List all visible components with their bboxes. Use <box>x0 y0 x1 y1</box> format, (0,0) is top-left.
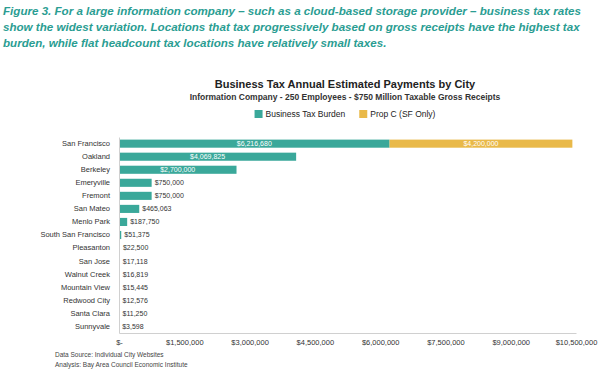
x-tick: $7,500,000 <box>427 333 465 347</box>
y-tick-label: Redwood City <box>63 296 110 305</box>
y-axis: San Francisco Oakland Berkeley Emeryville Fr… <box>40 138 119 334</box>
data-label: $4,200,000 <box>463 140 498 147</box>
bar <box>119 166 237 174</box>
data-label: $17,118 <box>123 258 148 265</box>
y-tick-label: San Francisco <box>62 139 110 148</box>
bars <box>119 140 572 331</box>
x-axis-line <box>120 333 577 334</box>
x-tick: $4,500,000 <box>297 333 335 347</box>
x-tick: $6,000,000 <box>362 333 400 347</box>
x-tick-label: $4,500,000 <box>297 338 335 347</box>
y-tick-label: South San Francisco <box>40 230 110 239</box>
x-tick-label: $3,000,000 <box>231 338 269 347</box>
data-label: $2,700,000 <box>160 166 195 173</box>
data-label: $750,000 <box>155 192 184 199</box>
y-tick: South San Francisco <box>40 230 119 239</box>
legend-label: Business Tax Burden <box>266 109 346 119</box>
x-tick-label: $6,000,000 <box>362 338 400 347</box>
data-label: $750,000 <box>155 179 184 186</box>
legend-swatch <box>359 110 367 118</box>
chart-title: Business Tax Annual Estimated Payments b… <box>215 78 476 90</box>
data-label: $22,500 <box>123 244 148 251</box>
x-tick-label: $9,000,000 <box>492 338 530 347</box>
data-label: $15,445 <box>123 284 148 291</box>
legend: Business Tax Burden Prop C (SF Only) <box>255 109 436 119</box>
data-label: $51,375 <box>124 231 149 238</box>
x-tick: $1,500,000 <box>166 333 204 347</box>
x-tick: $3,000,000 <box>231 333 269 347</box>
y-tick-label: San Jose <box>79 256 110 265</box>
y-tick: Pleasanton <box>72 243 119 252</box>
y-tick: Menlo Park <box>72 217 119 226</box>
data-label: $187,750 <box>130 218 159 225</box>
plot: $6,216,680 $4,200,000 $4,069,825 $2,700,000… <box>40 138 597 348</box>
chart-subtitle: Information Company - 250 Employees - $7… <box>190 92 501 102</box>
legend-label: Prop C (SF Only) <box>370 109 435 119</box>
y-tick: San Mateo <box>74 204 119 213</box>
y-tick-label: Fremont <box>82 191 111 200</box>
data-label: $465,063 <box>142 205 171 212</box>
data-label: $11,250 <box>122 310 147 317</box>
y-tick: San Jose <box>79 256 119 265</box>
y-tick-label: Menlo Park <box>72 217 110 226</box>
x-tick-label: $10,500,000 <box>556 338 598 347</box>
y-tick: Emeryville <box>75 178 119 187</box>
y-tick-label: Mountain View <box>61 283 111 292</box>
x-tick: $9,000,000 <box>492 333 530 347</box>
x-tick-label: $7,500,000 <box>427 338 465 347</box>
y-tick-label: Berkeley <box>81 165 110 174</box>
y-tick-label: Emeryville <box>75 178 110 187</box>
bar <box>119 192 152 200</box>
y-tick: Redwood City <box>63 296 119 305</box>
data-label: $16,819 <box>123 271 148 278</box>
y-tick: Berkeley <box>81 165 119 174</box>
x-tick-label: $1,500,000 <box>166 338 204 347</box>
data-labels: $6,216,680 $4,200,000 $4,069,825 $2,700,000… <box>122 140 498 330</box>
bar <box>119 140 390 148</box>
source-note: Analysis: Bay Area Council Economic Inst… <box>55 361 188 369</box>
y-tick: Oakland <box>82 152 119 161</box>
y-tick: Sunnyvale <box>75 322 119 331</box>
legend-item: Prop C (SF Only) <box>359 109 435 119</box>
chart-svg: Business Tax Annual Estimated Payments b… <box>0 0 600 378</box>
x-tick-label: $- <box>116 338 123 347</box>
data-label: $3,598 <box>122 323 144 330</box>
bar <box>390 140 573 148</box>
y-tick: Mountain View <box>61 283 119 292</box>
data-label: $12,576 <box>123 297 148 304</box>
y-tick-label: Oakland <box>82 152 110 161</box>
legend-swatch <box>255 110 263 118</box>
x-tick: $- <box>116 333 123 347</box>
bar <box>119 153 296 161</box>
bar <box>119 205 139 213</box>
bar <box>119 218 127 226</box>
y-tick: Fremont <box>82 191 119 200</box>
caption: Figure 3. For a large information compan… <box>3 3 597 51</box>
y-tick-label: Sunnyvale <box>75 322 110 331</box>
chart-container: Business Tax Annual Estimated Payments b… <box>0 0 600 378</box>
bar <box>119 179 152 187</box>
data-label: $4,069,825 <box>190 153 225 160</box>
data-label: $6,216,680 <box>237 140 272 147</box>
y-tick-label: Walnut Creek <box>65 270 110 279</box>
y-tick: San Francisco <box>62 139 119 148</box>
x-axis: $- $1,500,000 $3,000,000 $4,500,000 $6,000,0… <box>116 333 597 347</box>
page: Business Tax Annual Estimated Payments b… <box>0 0 600 378</box>
y-tick: Santa Clara <box>70 309 119 318</box>
y-tick-label: Santa Clara <box>70 309 110 318</box>
legend-item: Business Tax Burden <box>255 109 346 119</box>
y-tick-label: Pleasanton <box>72 243 110 252</box>
y-tick-label: San Mateo <box>74 204 110 213</box>
y-axis-line <box>119 138 120 334</box>
source-note: Data Source: Individual City Websites <box>55 351 164 359</box>
y-tick: Walnut Creek <box>65 270 119 279</box>
x-tick: $10,500,000 <box>556 333 598 347</box>
